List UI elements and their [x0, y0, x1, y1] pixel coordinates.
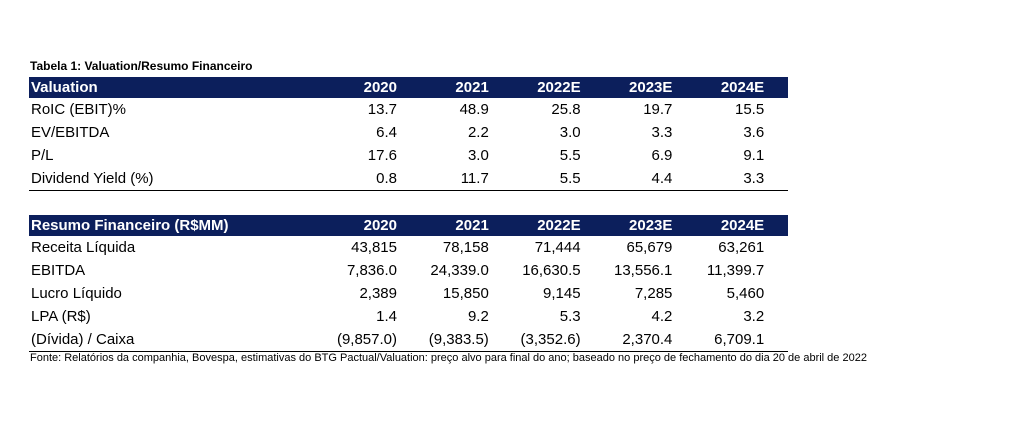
table-cell: 9,145 — [543, 285, 581, 302]
table-cell: 63,261 — [718, 239, 765, 256]
valuation-header-row: Valuation 2020 2021 2022E 2023E 2024E — [29, 77, 788, 98]
table-cell: (9,383.5) — [428, 331, 489, 348]
row-label: P/L — [31, 147, 54, 164]
table-cell: 16,630.5 — [522, 262, 581, 279]
table-cell: 5.5 — [559, 170, 581, 187]
table-cell: 3.0 — [559, 124, 581, 141]
table-cell: 3.3 — [743, 170, 765, 187]
row-label: Receita Líquida — [31, 239, 136, 256]
table-cell: 3.2 — [743, 308, 765, 325]
table-cell: 19.7 — [643, 101, 673, 118]
resumo-header-row: Resumo Financeiro (R$MM) 2020 2021 2022E… — [29, 215, 788, 236]
header-cell: 2020 — [363, 79, 397, 96]
row-label: EBITDA — [31, 262, 86, 279]
table-row: LPA (R$) 1.4 9.2 5.3 4.2 3.2 — [29, 305, 788, 328]
row-label: EV/EBITDA — [31, 124, 110, 141]
table-cell: 2,389 — [359, 285, 397, 302]
table-cell: 9.2 — [467, 308, 489, 325]
row-label: (Dívida) / Caixa — [31, 331, 135, 348]
table-row: Lucro Líquido 2,389 15,850 9,145 7,285 5… — [29, 282, 788, 305]
header-cell: 2023E — [629, 79, 673, 96]
header-cell: 2022E — [537, 217, 581, 234]
table-cell: 78,158 — [442, 239, 489, 256]
table-row: Receita Líquida 43,815 78,158 71,444 65,… — [29, 236, 788, 259]
table-cell: 24,339.0 — [430, 262, 489, 279]
table-cell: 48.9 — [459, 101, 489, 118]
table-cell: 25.8 — [551, 101, 581, 118]
table-cell: 1.4 — [376, 308, 397, 325]
row-label: Lucro Líquido — [31, 285, 122, 302]
table-cell: 0.8 — [376, 170, 397, 187]
table-cell: 7,285 — [634, 285, 673, 302]
row-label: LPA (R$) — [31, 308, 91, 325]
table-row: P/L 17.6 3.0 5.5 6.9 9.1 — [29, 144, 788, 167]
table-row: EV/EBITDA 6.4 2.2 3.0 3.3 3.6 — [29, 121, 788, 144]
header-cell: 2022E — [537, 79, 581, 96]
table-cell: 43,815 — [351, 239, 397, 256]
table-row: Dividend Yield (%) 0.8 11.7 5.5 4.4 3.3 — [29, 167, 788, 191]
valuation-table: Valuation 2020 2021 2022E 2023E 2024E Ro… — [29, 77, 788, 191]
table-cell: 9.1 — [743, 147, 765, 164]
table-cell: 2,370.4 — [622, 331, 673, 348]
table-cell: 17.6 — [367, 147, 397, 164]
table-cell: 6.4 — [376, 124, 397, 141]
table-cell: 4.2 — [651, 308, 673, 325]
table-row: RoIC (EBIT)% 13.7 48.9 25.8 19.7 15.5 — [29, 98, 788, 121]
table-cell: 5.5 — [559, 147, 581, 164]
header-cell: 2021 — [455, 217, 489, 234]
table-row: EBITDA 7,836.0 24,339.0 16,630.5 13,556.… — [29, 259, 788, 282]
header-cell: 2021 — [455, 79, 489, 96]
table-cell: 11,399.7 — [706, 262, 765, 279]
table-cell: 3.0 — [467, 147, 489, 164]
row-label: Dividend Yield (%) — [31, 170, 154, 187]
table-cell: 11.7 — [460, 170, 489, 187]
table-cell: 71,444 — [534, 239, 581, 256]
source-footnote: Fonte: Relatórios da companhia, Bovespa,… — [30, 352, 867, 364]
header-cell: 2020 — [363, 217, 397, 234]
table-cell: 13.7 — [367, 101, 397, 118]
table-cell: 5.3 — [559, 308, 581, 325]
resumo-table: Resumo Financeiro (R$MM) 2020 2021 2022E… — [29, 215, 788, 352]
table-cell: 15.5 — [734, 101, 765, 118]
header-cell: 2023E — [629, 217, 673, 234]
row-label: RoIC (EBIT)% — [31, 101, 127, 118]
table-cell: 13,556.1 — [614, 262, 673, 279]
table-title: Tabela 1: Valuation/Resumo Financeiro — [30, 59, 253, 73]
header-cell: Valuation — [31, 79, 98, 96]
table-cell: (3,352.6) — [520, 331, 581, 348]
table-cell: 7,836.0 — [346, 262, 397, 279]
table-cell: 6.9 — [651, 147, 673, 164]
table-cell: 5,460 — [726, 285, 765, 302]
table-cell: 15,850 — [442, 285, 489, 302]
header-cell: 2024E — [720, 217, 765, 234]
table-cell: (9,857.0) — [336, 331, 397, 348]
header-cell: Resumo Financeiro (R$MM) — [31, 217, 229, 234]
table-cell: 6,709.1 — [714, 331, 765, 348]
table-cell: 2.2 — [467, 124, 489, 141]
table-cell: 3.3 — [651, 124, 673, 141]
table-cell: 65,679 — [626, 239, 673, 256]
table-cell: 3.6 — [743, 124, 765, 141]
header-cell: 2024E — [720, 79, 765, 96]
table-cell: 4.4 — [651, 170, 673, 187]
table-row: (Dívida) / Caixa (9,857.0) (9,383.5) (3,… — [29, 328, 788, 352]
